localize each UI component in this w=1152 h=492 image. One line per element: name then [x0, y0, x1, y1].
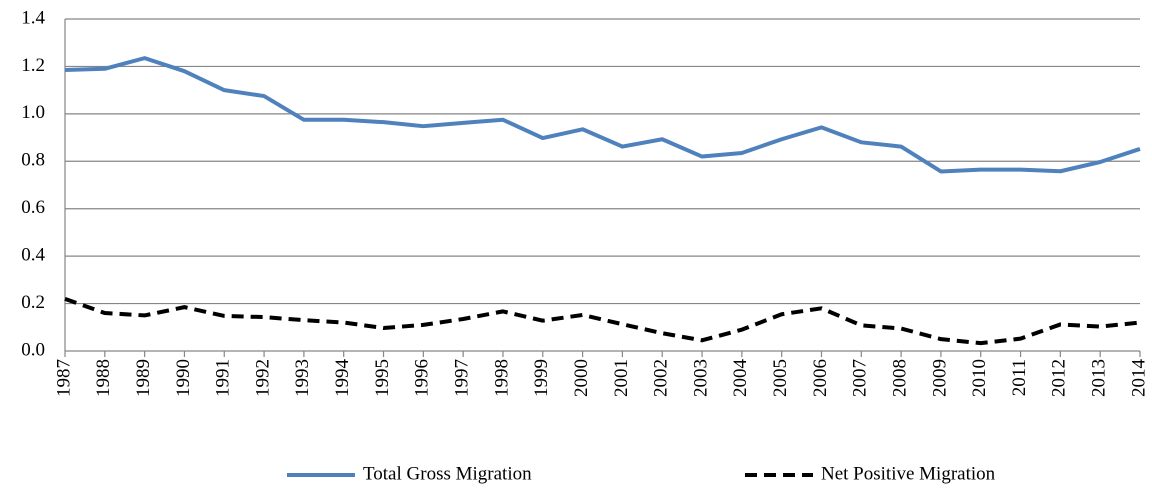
- x-tick-label: 2009: [929, 359, 950, 397]
- legend-label: Net Positive Migration: [821, 463, 996, 484]
- series-line: [64, 56, 1141, 174]
- x-tick-label: 1988: [93, 359, 114, 397]
- y-tick-label: 0.2: [21, 292, 45, 313]
- y-tick-label: 1.2: [21, 55, 45, 76]
- y-tick-label: 1.0: [21, 102, 45, 123]
- x-tick-label: 2005: [770, 359, 791, 397]
- x-tick-label: 2003: [690, 359, 711, 397]
- x-tick-label: 2011: [1009, 359, 1030, 396]
- x-tick-label: 1996: [412, 359, 433, 397]
- x-tick-label: 1997: [452, 359, 473, 397]
- y-tick-label: 0.8: [21, 150, 45, 171]
- x-tick-label: 1998: [491, 359, 512, 397]
- x-tick-label: 1994: [332, 359, 353, 398]
- x-tick-label: 2012: [1049, 359, 1070, 397]
- x-tick-label: 2002: [651, 359, 672, 397]
- x-tick-label: 2000: [571, 359, 592, 397]
- x-tick-label: 1992: [252, 359, 273, 397]
- x-tick-label: 2007: [850, 359, 871, 397]
- x-tick-label: 2006: [810, 359, 831, 397]
- y-tick-label: 0.0: [21, 339, 45, 360]
- y-tick-label: 0.4: [21, 245, 45, 266]
- x-tick-label: 2013: [1089, 359, 1110, 397]
- x-tick-label: 2010: [969, 359, 990, 397]
- x-tick-label: 2004: [730, 359, 751, 398]
- x-tick-label: 2001: [611, 359, 632, 397]
- x-tick-label: 1991: [213, 359, 234, 397]
- x-tick-label: 1987: [53, 359, 74, 397]
- x-tick-label: 1995: [372, 359, 393, 397]
- y-tick-label: 0.6: [21, 197, 45, 218]
- y-tick-label: 1.4: [21, 7, 45, 28]
- x-tick-label: 2008: [889, 359, 910, 397]
- x-tick-label: 2014: [1128, 359, 1149, 398]
- series-line: [64, 296, 1141, 346]
- legend-label: Total Gross Migration: [363, 463, 532, 484]
- x-tick-label: 1990: [173, 359, 194, 397]
- x-tick-label: 1993: [292, 359, 313, 397]
- x-tick-label: 1999: [531, 359, 552, 397]
- x-tick-label: 1989: [133, 359, 154, 397]
